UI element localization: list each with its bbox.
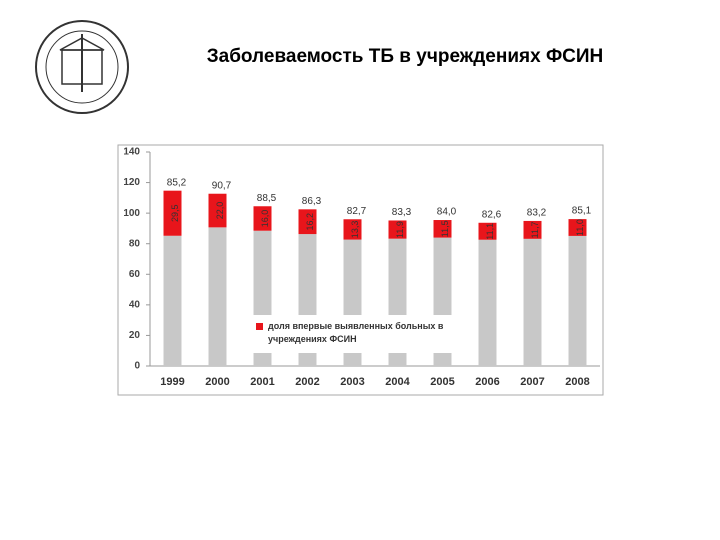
bar-label: 83,3	[392, 207, 412, 218]
y-tick-label: 40	[129, 299, 141, 310]
bar-segment	[208, 193, 227, 228]
y-tick-label: 100	[123, 208, 140, 219]
bar-label: 85,1	[572, 206, 592, 217]
x-tick-label: 2003	[340, 376, 364, 388]
y-tick-label: 0	[134, 361, 140, 372]
bar-label: 90,7	[212, 180, 232, 191]
x-tick-label: 2001	[250, 376, 274, 388]
x-tick-label: 2007	[520, 376, 544, 388]
bar-segment	[523, 238, 542, 366]
segment-label: 11,0	[575, 219, 585, 236]
segment-label: 22,0	[215, 202, 225, 220]
segment-label: 11,1	[485, 223, 495, 240]
bar-segment	[298, 209, 317, 235]
legend-swatch	[256, 323, 263, 330]
bar-label: 85,2	[167, 177, 187, 188]
bar-segment	[478, 222, 497, 240]
bar-segment	[433, 220, 452, 238]
segment-label: 29,5	[170, 204, 180, 222]
bar-segment	[388, 220, 407, 239]
y-tick-label: 120	[123, 177, 140, 188]
bar-segment	[163, 235, 182, 366]
bar-segment	[208, 227, 227, 366]
y-tick-label: 80	[129, 238, 141, 249]
bar-segment	[568, 219, 587, 236]
bar-label: 88,5	[257, 193, 277, 204]
legend-box	[250, 315, 478, 353]
x-tick-label: 1999	[160, 376, 184, 388]
bar-label: 86,3	[302, 196, 322, 207]
segment-label: 13,3	[350, 221, 360, 239]
legend-label: доля впервые выявленных больных в учрежде…	[268, 321, 444, 344]
x-tick-label: 2000	[205, 376, 229, 388]
x-tick-label: 2005	[430, 376, 454, 388]
x-tick-label: 2006	[475, 376, 499, 388]
bar-label: 84,0	[437, 207, 457, 218]
y-tick-label: 20	[129, 330, 141, 341]
segment-label: 11,7	[530, 221, 540, 238]
bar-segment	[253, 206, 272, 231]
bar-segment	[523, 220, 542, 239]
segment-label: 11,5	[440, 220, 450, 237]
x-tick-label: 2008	[565, 376, 589, 388]
logo	[35, 20, 129, 114]
x-tick-label: 2002	[295, 376, 319, 388]
y-tick-label: 60	[129, 269, 141, 280]
bar-label: 82,7	[347, 206, 367, 217]
bar-segment	[568, 235, 587, 366]
slide-title: Заболеваемость ТБ в учреждениях ФСИН	[207, 46, 604, 67]
bar-label: 83,2	[527, 208, 547, 219]
x-tick-label: 2004	[385, 376, 410, 388]
bar-segment	[478, 239, 497, 366]
segment-label: 16,0	[260, 210, 270, 228]
y-tick-label: 140	[123, 147, 140, 158]
segment-label: 11,9	[395, 221, 405, 238]
bar-segment	[163, 190, 182, 236]
segment-label: 16,2	[305, 213, 315, 231]
bar-segment	[343, 219, 362, 240]
bar-label: 82,6	[482, 209, 502, 220]
